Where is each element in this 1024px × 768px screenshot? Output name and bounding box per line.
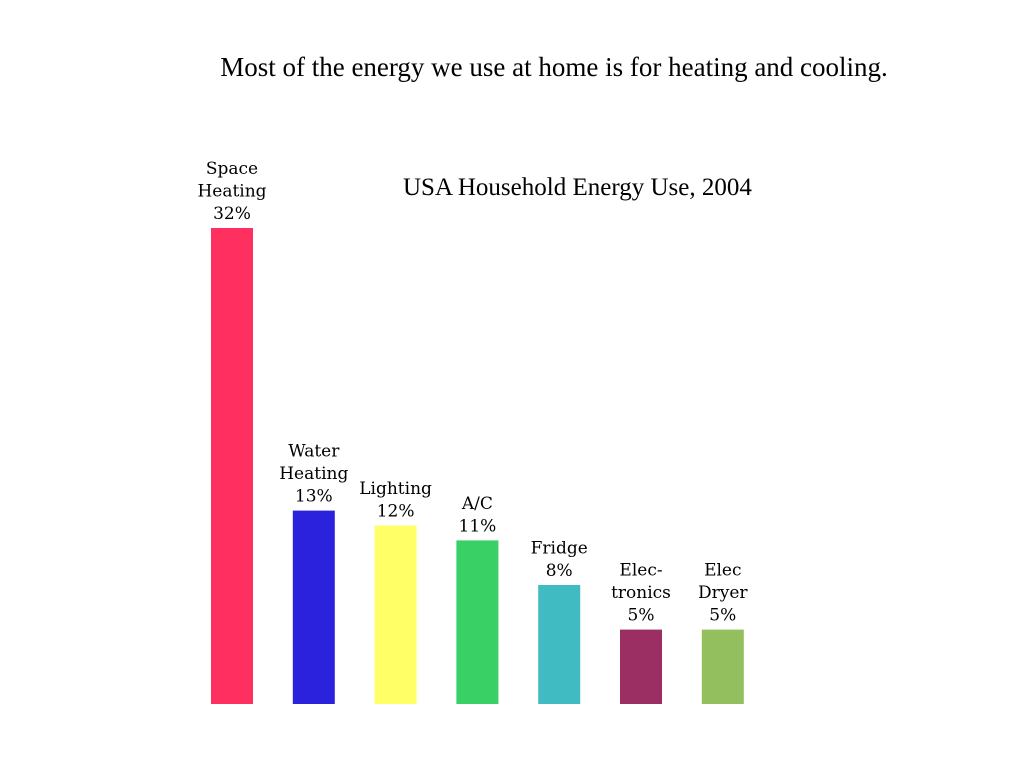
category-label: Elec- [619, 561, 662, 581]
category-label: A/C [461, 494, 493, 514]
bar-water-heating [292, 510, 335, 704]
bar-fridge [538, 585, 581, 704]
data-label: 13% [295, 487, 333, 507]
category-label: tronics [611, 583, 671, 603]
category-label: Lighting [359, 479, 432, 499]
data-label: 32% [213, 204, 251, 224]
category-label: Water [288, 442, 340, 462]
slide-heading: Most of the energy we use at home is for… [220, 52, 888, 82]
data-label: 11% [459, 516, 497, 536]
category-label: Elec [704, 561, 741, 581]
data-label: 8% [546, 561, 573, 581]
bar-lighting [374, 525, 417, 704]
bar-elec-dryer [701, 629, 744, 704]
category-label: Heating [197, 182, 266, 202]
chart-title: USA Household Energy Use, 2004 [403, 174, 752, 201]
category-label: Dryer [698, 583, 748, 603]
bar-a-c [456, 540, 499, 704]
data-label: 5% [709, 606, 736, 626]
data-label: 5% [628, 606, 655, 626]
bar-elec-tronics [620, 629, 662, 704]
bar-space-heating [211, 228, 253, 704]
category-label: Fridge [531, 539, 588, 559]
data-label: 12% [377, 502, 415, 522]
category-label: Heating [279, 464, 348, 484]
category-label: Space [206, 159, 258, 179]
